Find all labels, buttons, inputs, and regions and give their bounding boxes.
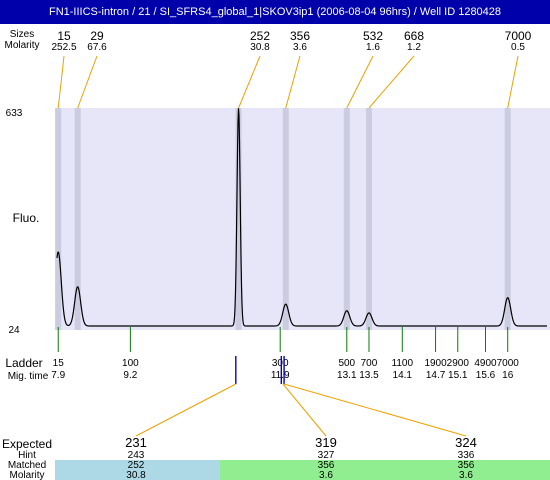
ladder-size-label: 300 bbox=[272, 358, 289, 369]
peak-leader-lines bbox=[57, 55, 519, 109]
blue-markers bbox=[235, 356, 285, 384]
ladder-row-label: Ladder bbox=[5, 356, 42, 370]
ladder-mig-time-label: 15.1 bbox=[448, 370, 468, 381]
expected-value: 324 bbox=[455, 435, 477, 450]
peak-band bbox=[365, 108, 372, 330]
matched-row-label: Matched bbox=[8, 460, 46, 471]
peak-band bbox=[74, 108, 81, 330]
ladder-size-label: 4900 bbox=[474, 358, 497, 369]
ladder-size-label: 500 bbox=[338, 358, 355, 369]
peak-molarity-label: 30.8 bbox=[250, 42, 270, 53]
peak-band bbox=[504, 108, 511, 330]
window-title: FN1-IIICS-intron / 21 / SI_SFRS4_global_… bbox=[0, 0, 550, 24]
peak-molarity-label: 1.6 bbox=[366, 42, 380, 53]
ladder-size-label: 1900 bbox=[424, 358, 447, 369]
peak-molarity-label: 252.5 bbox=[51, 42, 76, 53]
peak-leader-line bbox=[57, 55, 65, 109]
matched-molarity-value: 3.6 bbox=[459, 470, 473, 480]
peak-band bbox=[282, 108, 289, 330]
peak-size-label: 7000 bbox=[505, 29, 532, 43]
peak-band bbox=[343, 108, 350, 330]
peak-leader-line bbox=[285, 55, 301, 109]
ladder-mig-time-label: 16 bbox=[502, 370, 514, 381]
ladder-size-label: 1100 bbox=[392, 358, 414, 369]
peak-molarity-label: 0.5 bbox=[511, 42, 525, 53]
peak-leader-line bbox=[507, 55, 519, 109]
matched-molarity-value: 3.6 bbox=[319, 470, 333, 480]
plot-area bbox=[55, 108, 550, 330]
ladder-mig-time-label: 9.2 bbox=[123, 370, 137, 381]
expected-value: 319 bbox=[315, 435, 337, 450]
ladder-mig-time-label: 14.1 bbox=[393, 370, 413, 381]
matched-molarity-value: 30.8 bbox=[126, 470, 146, 480]
peak-band bbox=[235, 108, 242, 330]
matched-blue-cell bbox=[55, 460, 220, 480]
peak-size-label: 29 bbox=[90, 29, 104, 43]
peak-size-label: 356 bbox=[290, 29, 310, 43]
molarity-row-label: Molarity bbox=[9, 470, 44, 480]
sizes-row-label: Sizes bbox=[10, 29, 34, 40]
expected-row-label: Expected bbox=[2, 437, 52, 451]
ladder-mig-time-label: 13.5 bbox=[359, 370, 379, 381]
ladder-size-label: 7000 bbox=[497, 358, 520, 369]
hint-value: 243 bbox=[128, 450, 145, 461]
ladder-size-label: 100 bbox=[122, 358, 139, 369]
ladder-size-label: 15 bbox=[53, 358, 65, 369]
y-axis: 633 24 Fluo. bbox=[6, 108, 40, 336]
peak-molarity-label: 1.2 bbox=[407, 42, 421, 53]
mig-time-row-label: Mig. time bbox=[8, 371, 49, 382]
peak-size-label: 532 bbox=[363, 29, 383, 43]
hint-row-label: Hint bbox=[18, 450, 36, 461]
ladder-mig-time-label: 14.7 bbox=[426, 370, 446, 381]
peak-leader-line bbox=[368, 55, 415, 109]
matched-green-cell bbox=[220, 460, 550, 480]
peak-leader-line bbox=[77, 55, 98, 109]
ladder-mig-time-label: 11.9 bbox=[271, 370, 290, 381]
ladder-size-label: 2900 bbox=[447, 358, 470, 369]
peak-band bbox=[55, 108, 62, 330]
fluorescence-trace bbox=[56, 108, 547, 327]
peak-size-label: 15 bbox=[57, 29, 71, 43]
matched-value: 356 bbox=[318, 460, 335, 471]
ladder-mig-time-label: 7.9 bbox=[51, 370, 65, 381]
ladder-mig-time-label: 15.6 bbox=[476, 370, 496, 381]
molarity-row-label: Molarity bbox=[4, 40, 39, 51]
hint-value: 336 bbox=[458, 450, 475, 461]
matched-value: 252 bbox=[128, 460, 145, 471]
peak-size-label: 668 bbox=[404, 29, 424, 43]
expected-value: 231 bbox=[125, 435, 147, 450]
expected-leader-line bbox=[135, 383, 237, 437]
peak-molarity-label: 3.6 bbox=[293, 42, 307, 53]
peak-leader-line bbox=[238, 55, 261, 109]
ladder-size-label: 700 bbox=[361, 358, 378, 369]
peak-molarity-label: 67.6 bbox=[87, 42, 107, 53]
expected-leader-line bbox=[282, 383, 327, 437]
matched-value: 356 bbox=[458, 460, 475, 471]
peak-leader-line bbox=[346, 55, 374, 109]
expected-leader-line bbox=[283, 383, 467, 437]
y-tick-min: 24 bbox=[8, 325, 20, 336]
peak-bands bbox=[55, 108, 511, 330]
y-axis-label: Fluo. bbox=[13, 211, 40, 225]
peak-size-label: 252 bbox=[250, 29, 270, 43]
hint-value: 327 bbox=[318, 450, 335, 461]
y-tick-max: 633 bbox=[6, 108, 23, 119]
ladder-mig-time-label: 13.1 bbox=[337, 370, 357, 381]
